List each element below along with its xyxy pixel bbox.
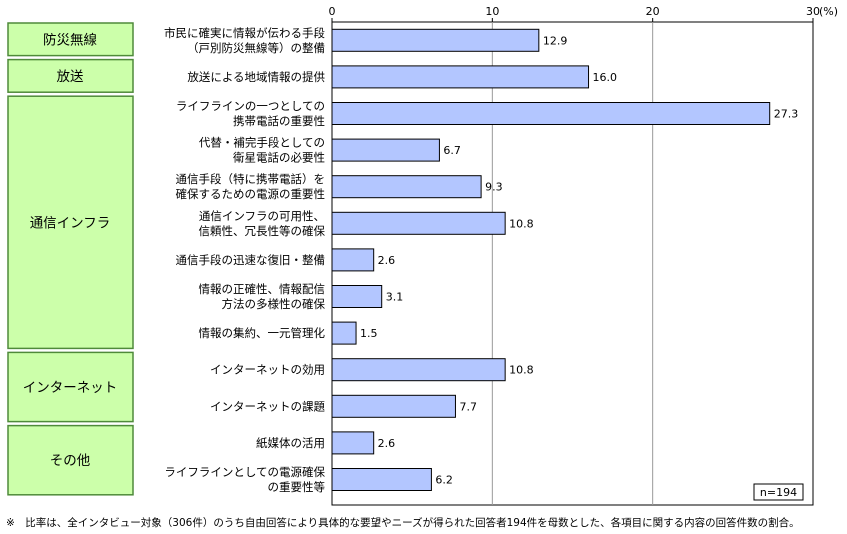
- x-tick-label: 0: [329, 5, 336, 18]
- group-label: インターネット: [23, 380, 118, 396]
- category-label: 放送による地域情報の提供: [187, 70, 325, 84]
- group-box: [7, 58, 134, 93]
- data-label: 1.5: [360, 327, 378, 340]
- category-label: 紙媒体の活用: [256, 436, 325, 450]
- data-label: 10.8: [509, 364, 534, 377]
- n-label: n=194: [760, 486, 797, 499]
- category-label: 確保するための電源の重要性: [176, 187, 326, 201]
- bar: [331, 248, 375, 272]
- data-label: 9.3: [485, 181, 503, 194]
- data-label: 27.3: [774, 108, 799, 121]
- group-box: [7, 424, 134, 496]
- bar: [331, 285, 383, 308]
- data-label: 10.8: [509, 217, 534, 230]
- group-label: 防災無線: [43, 32, 97, 48]
- x-tick-label: 30: [806, 5, 820, 18]
- bar: [331, 468, 432, 491]
- x-unit-label: (%): [819, 5, 838, 18]
- footnote: ※ 比率は、全インタビュー対象（306件）のうち自由回答により具体的な要望やニー…: [6, 516, 800, 529]
- x-tick-label: 20: [646, 5, 660, 18]
- category-label: 情報の正確性、情報配信: [199, 282, 326, 296]
- category-label: 通信インフラの可用性、: [199, 209, 325, 223]
- data-label: 12.9: [543, 34, 568, 47]
- group-label: 放送: [57, 69, 84, 85]
- bar: [331, 65, 590, 89]
- group-box: [7, 351, 134, 423]
- group-box: [7, 95, 134, 350]
- category-label: インターネットの効用: [210, 363, 325, 377]
- category-label: 代替・補完手段としての: [199, 136, 325, 150]
- bar: [331, 431, 375, 455]
- category-label: 衛星電話の必要性: [233, 151, 325, 165]
- group-box: [7, 22, 134, 57]
- data-label: 7.7: [459, 400, 477, 413]
- category-label: ライフラインの一つとしての: [176, 99, 325, 113]
- bar: [331, 28, 540, 52]
- data-label: 3.1: [386, 291, 404, 304]
- bar: [331, 211, 506, 235]
- category-label: 情報の集約、一元管理化: [199, 326, 326, 340]
- n-label-box: [753, 483, 804, 501]
- category-label: 携帯電話の重要性: [233, 114, 325, 128]
- category-label: インターネットの課題: [210, 399, 325, 413]
- bar: [331, 175, 482, 199]
- bar: [331, 394, 456, 418]
- data-label: 2.6: [378, 254, 396, 267]
- data-label: 16.0: [593, 71, 618, 84]
- category-label: の重要性等: [268, 480, 326, 494]
- category-label: 市民に確実に情報が伝わる手段: [164, 26, 325, 40]
- category-label: 方法の多様性の確保: [222, 297, 326, 311]
- x-tick-label: 10: [485, 5, 499, 18]
- bar: [331, 102, 771, 125]
- data-label: 2.6: [378, 437, 396, 450]
- category-label: 通信手段の迅速な復旧・整備: [176, 253, 326, 267]
- group-label: その他: [50, 453, 91, 469]
- category-label: （戸別防災無線等）の整備: [187, 41, 325, 55]
- data-label: 6.2: [435, 474, 453, 487]
- category-label: 通信手段（特に携帯電話）を: [176, 172, 326, 186]
- category-label: 信頼性、冗長性等の確保: [199, 224, 326, 238]
- category-label: ライフラインとしての電源確保: [164, 465, 325, 479]
- data-label: 6.7: [443, 144, 461, 157]
- group-label: 通信インフラ: [30, 215, 111, 231]
- bar: [331, 321, 357, 345]
- bar: [331, 358, 506, 382]
- bar: [331, 138, 440, 162]
- plot-frame: [331, 21, 814, 506]
